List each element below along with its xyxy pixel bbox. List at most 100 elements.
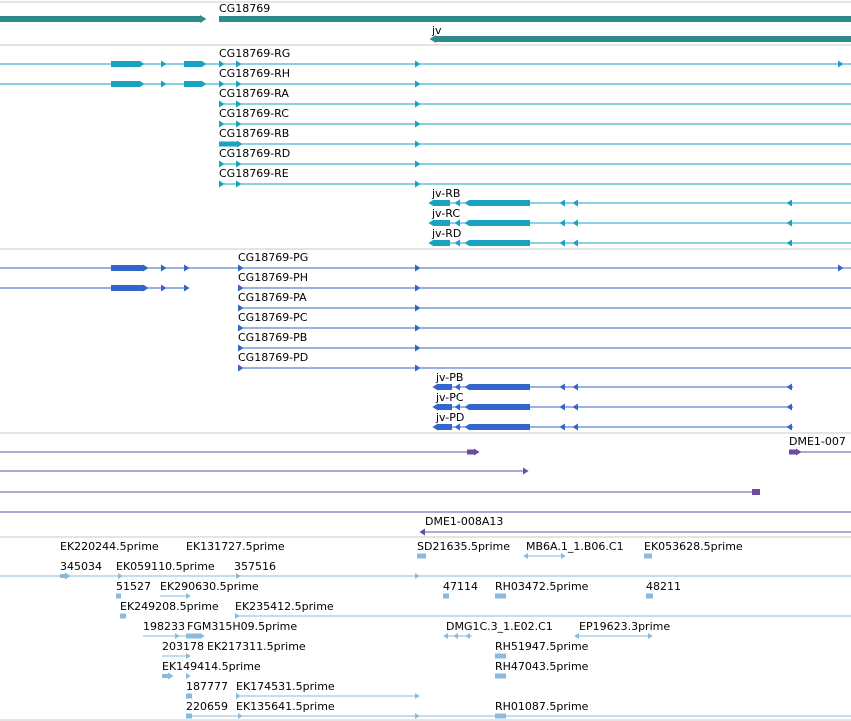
- strand-arrow-left-icon: [572, 383, 578, 391]
- strand-arrow-right-icon: [201, 60, 207, 68]
- exon[interactable]: [184, 81, 201, 87]
- transcript-label-cg18769-rg: CG18769-RG: [219, 47, 290, 60]
- exon[interactable]: [438, 424, 452, 430]
- exon[interactable]: [162, 674, 168, 678]
- exon[interactable]: [789, 449, 796, 455]
- est-label: EK235412.5prime: [235, 600, 334, 613]
- exon[interactable]: [434, 240, 450, 246]
- protein-label-cg18769-ph: CG18769-PH: [238, 271, 308, 284]
- strand-arrow-left-icon: [432, 383, 438, 391]
- strand-arrow-right-icon: [236, 100, 242, 108]
- exon[interactable]: [417, 553, 426, 559]
- strand-arrow-left-icon: [454, 199, 460, 207]
- est-label: 357516: [234, 560, 276, 573]
- strand-arrow-right-icon: [238, 364, 244, 372]
- exon[interactable]: [470, 220, 530, 226]
- strand-arrow-right-icon: [184, 284, 190, 292]
- est-block[interactable]: [495, 713, 506, 719]
- est-block[interactable]: [120, 613, 126, 619]
- strand-arrow-left-icon: [464, 423, 470, 431]
- exon[interactable]: [60, 574, 65, 578]
- exon[interactable]: [470, 404, 530, 410]
- strand-arrow-right-icon: [143, 264, 149, 272]
- gene-bar-jv[interactable]: [436, 36, 851, 42]
- exon[interactable]: [438, 384, 452, 390]
- est-block[interactable]: [186, 633, 200, 639]
- strand-arrow-right-icon: [415, 364, 421, 372]
- strand-arrow-right-icon: [415, 713, 420, 719]
- strand-arrow-left-icon: [559, 423, 565, 431]
- est-label: EK135641.5prime: [236, 700, 335, 713]
- strand-arrow-right-icon: [237, 140, 243, 148]
- exon[interactable]: [111, 265, 143, 271]
- est-label: EK290630.5prime: [160, 580, 259, 593]
- est-label: EK220244.5prime: [60, 540, 159, 553]
- est-block[interactable]: [646, 593, 653, 599]
- transcript-label-cg18769-rh: CG18769-RH: [219, 67, 290, 80]
- exon[interactable]: [111, 61, 139, 67]
- exon[interactable]: [752, 489, 760, 495]
- strand-arrow-right-icon: [415, 140, 421, 148]
- strand-arrow-left-icon: [464, 383, 470, 391]
- exon[interactable]: [470, 384, 530, 390]
- strand-arrow-left-icon: [432, 403, 438, 411]
- exon[interactable]: [184, 61, 201, 67]
- strand-arrow-right-icon: [238, 284, 244, 292]
- est-label: RH51947.5prime: [495, 640, 589, 653]
- strand-arrow-right-icon: [186, 653, 191, 659]
- strand-arrow-left-icon: [464, 239, 470, 247]
- strand-arrow-left-icon: [454, 383, 460, 391]
- strand-arrow-right-icon: [200, 15, 207, 23]
- gene-bar-cg18769[interactable]: [219, 16, 851, 22]
- exon[interactable]: [111, 285, 143, 291]
- exon[interactable]: [434, 220, 450, 226]
- exon[interactable]: [111, 81, 139, 87]
- strand-arrow-left-icon: [559, 239, 565, 247]
- protein-label-jv: jv-PD: [435, 411, 464, 424]
- est-label: EK053628.5prime: [644, 540, 743, 553]
- est-block[interactable]: [644, 553, 652, 559]
- strand-arrow-right-icon: [236, 160, 242, 168]
- strand-arrow-right-icon: [219, 60, 225, 68]
- exon[interactable]: [438, 404, 452, 410]
- strand-arrow-left-icon: [464, 199, 470, 207]
- exon[interactable]: [470, 240, 530, 246]
- est-block[interactable]: [443, 593, 449, 599]
- strand-arrow-right-icon: [168, 672, 174, 680]
- est-label: RH01087.5prime: [495, 700, 589, 713]
- est-block[interactable]: [186, 713, 192, 719]
- est-block[interactable]: [116, 593, 121, 599]
- strand-arrow-left-icon: [454, 239, 460, 247]
- exon[interactable]: [470, 200, 530, 206]
- strand-arrow-right-icon: [161, 60, 167, 68]
- est-label: EK174531.5prime: [236, 680, 335, 693]
- strand-arrow-left-icon: [559, 403, 565, 411]
- est-block[interactable]: [495, 593, 506, 599]
- protein-label-cg18769: CG18769-PD: [238, 351, 308, 364]
- strand-arrow-left-icon: [465, 633, 470, 639]
- strand-arrow-right-icon: [65, 572, 71, 580]
- est-label: 51527: [116, 580, 151, 593]
- strand-arrow-right-icon: [139, 80, 145, 88]
- est-label: EK131727.5prime: [186, 540, 285, 553]
- strand-arrow-right-icon: [201, 80, 207, 88]
- transcript-label-jv: jv-RD: [431, 227, 461, 240]
- exon[interactable]: [470, 424, 530, 430]
- exon[interactable]: [434, 200, 450, 206]
- strand-arrow-left-icon: [786, 219, 792, 227]
- est-block[interactable]: [495, 673, 506, 679]
- exon[interactable]: [219, 141, 237, 147]
- strand-arrow-right-icon: [838, 264, 844, 272]
- est-block[interactable]: [495, 653, 506, 659]
- strand-arrow-right-icon: [219, 100, 225, 108]
- est-block[interactable]: [186, 693, 192, 699]
- strand-arrow-right-icon: [415, 573, 420, 579]
- strand-arrow-right-icon: [161, 284, 167, 292]
- strand-arrow-right-icon: [561, 553, 566, 559]
- gene-bar-left[interactable]: [0, 16, 200, 22]
- exon[interactable]: [467, 449, 474, 455]
- strand-arrow-left-icon: [572, 403, 578, 411]
- strand-arrow-right-icon: [474, 448, 480, 456]
- strand-arrow-left-icon: [453, 633, 458, 639]
- strand-arrow-right-icon: [415, 120, 421, 128]
